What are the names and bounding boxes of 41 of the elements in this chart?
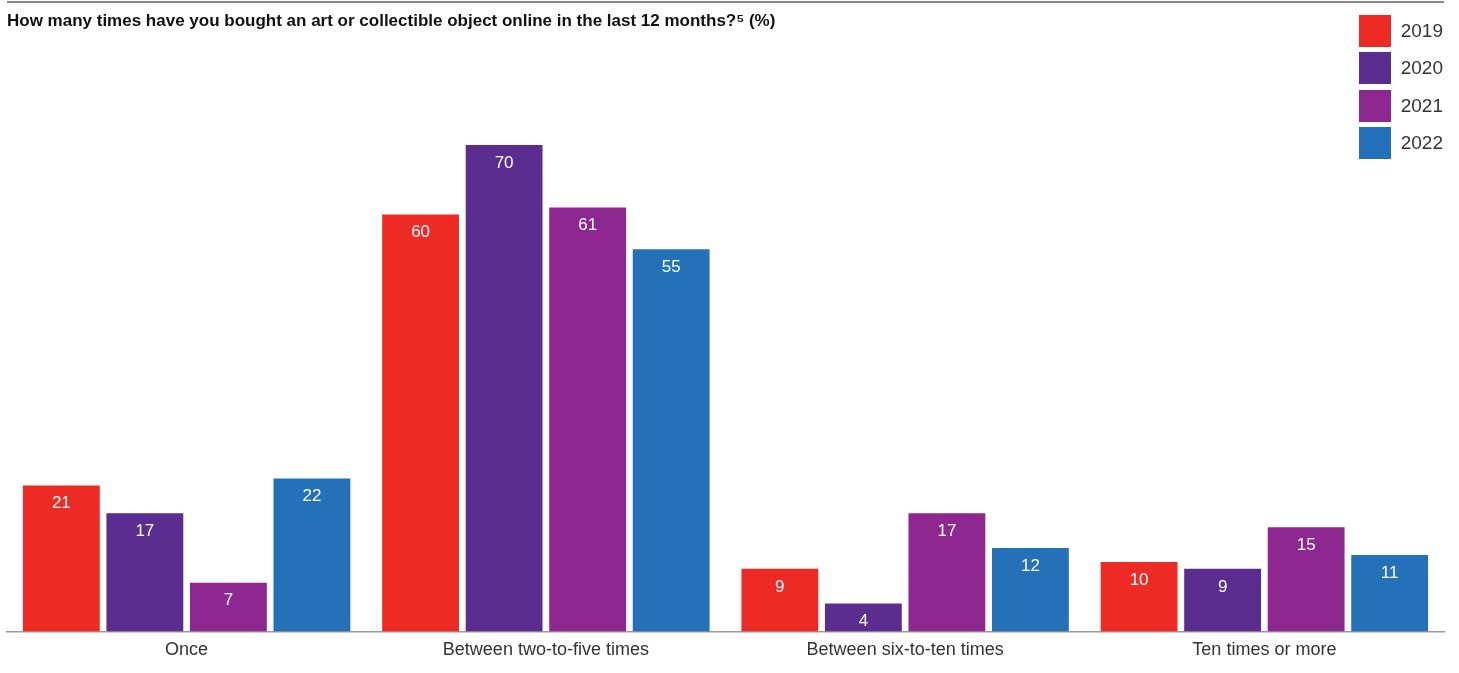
bar [106, 513, 184, 632]
bar [189, 582, 267, 632]
bar [632, 249, 710, 632]
data-label: 4 [858, 611, 869, 631]
chart-title: How many times have you bought an art or collectible object online in the last 12 months?⁵ (%) [7, 11, 776, 31]
bar [741, 568, 819, 632]
data-label: 21 [51, 493, 71, 513]
data-label: 11 [1380, 562, 1399, 582]
bar [1184, 568, 1262, 632]
bar [22, 485, 100, 632]
legend-label: 2020 [1400, 57, 1443, 80]
data-label: 17 [135, 520, 155, 540]
data-label: 60 [411, 222, 431, 242]
data-label: 9 [775, 576, 785, 596]
bar [1100, 561, 1178, 632]
data-label: 9 [1217, 576, 1228, 596]
x-tick-label: Ten times or more [1192, 639, 1337, 660]
bar [273, 478, 351, 632]
data-label: 15 [1296, 534, 1316, 554]
data-label: 17 [937, 520, 957, 540]
bar [549, 207, 627, 632]
data-label: 7 [223, 590, 234, 610]
bar [991, 548, 1069, 632]
bar [1351, 554, 1429, 632]
data-label: 12 [1020, 555, 1040, 575]
data-label: 10 [1129, 569, 1149, 589]
data-label: 22 [302, 486, 322, 506]
x-tick-label: Between two-to-five times [442, 639, 649, 660]
legend-label: 2022 [1400, 132, 1443, 155]
bar [382, 214, 460, 632]
x-tick-label: Once [165, 639, 209, 660]
bar [1267, 527, 1345, 632]
bar [465, 145, 543, 632]
legend-label: 2019 [1400, 19, 1443, 42]
legend-label: 2021 [1400, 94, 1443, 117]
bar [824, 603, 902, 632]
data-label: 55 [661, 256, 681, 276]
x-tick-label: Between six-to-ten times [806, 639, 1004, 660]
bar [908, 513, 986, 632]
data-label: 61 [578, 215, 598, 235]
data-label: 70 [494, 152, 514, 172]
